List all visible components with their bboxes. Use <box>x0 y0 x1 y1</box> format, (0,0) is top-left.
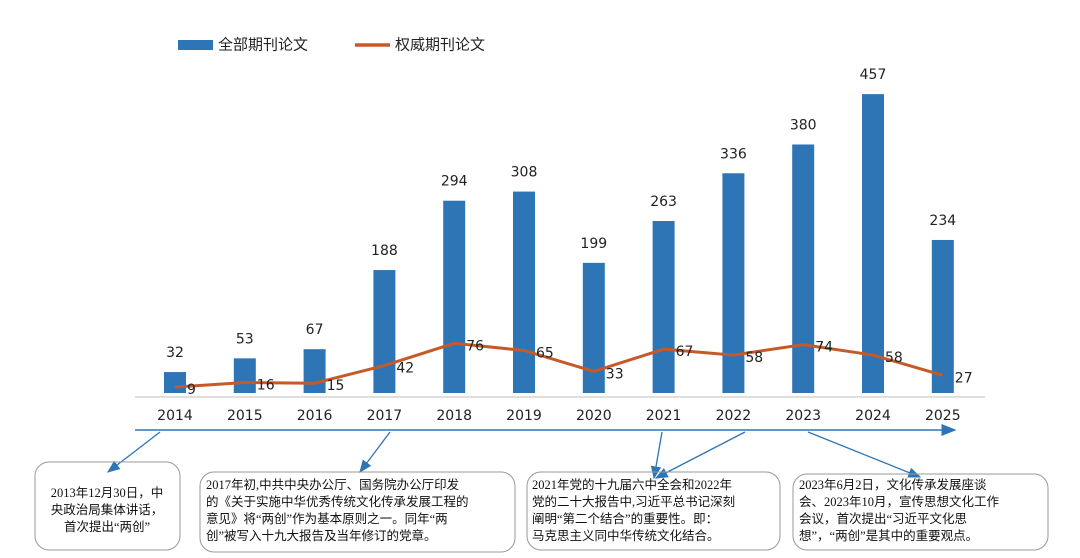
x-tick-label: 2016 <box>297 408 333 424</box>
annotation-line: 2023年6月2日，文化传承发展座谈 <box>799 477 987 492</box>
bar <box>443 200 466 393</box>
x-tick-label: 2015 <box>227 408 263 424</box>
x-tick-label: 2021 <box>646 408 682 424</box>
x-tick-label: 2024 <box>855 408 891 424</box>
bar-value-label: 380 <box>790 117 817 133</box>
callout-boxes <box>34 461 1049 553</box>
line-value-label: 9 <box>187 382 196 398</box>
bar-value-label: 234 <box>929 213 956 229</box>
line-value-label: 16 <box>257 378 275 394</box>
annotation-line: 的《关于实施中华优秀传统文化传承发展工程的 <box>206 494 469 509</box>
legend-swatch <box>178 40 213 50</box>
bar <box>513 191 535 393</box>
legend-label: 权威期刊论文 <box>395 36 485 54</box>
bar-value-label: 294 <box>441 174 468 190</box>
bar-value-label: 32 <box>166 345 184 361</box>
x-tick-label: 2023 <box>785 408 821 424</box>
annotation-line: 首次提出“两创” <box>64 519 150 534</box>
line-value-label: 15 <box>327 378 345 394</box>
x-tick-label: 2025 <box>925 408 961 424</box>
bar <box>792 144 815 393</box>
annotation-line: 阐明“第二个结合”的重要性。即： <box>532 511 718 526</box>
bar-value-label: 67 <box>306 322 324 338</box>
annotation-line: 党的二十大报告中,习近平总书记深刻 <box>532 494 735 509</box>
legend-label: 全部期刊论文 <box>218 36 308 54</box>
bar-value-label: 188 <box>371 243 398 259</box>
line-value-label: 33 <box>606 366 624 382</box>
line-value-label: 42 <box>396 361 414 377</box>
bar <box>722 173 745 393</box>
annotation-line: 央政治局集体讲话， <box>51 502 164 517</box>
bar <box>652 220 675 393</box>
line-value-label: 27 <box>955 370 973 386</box>
x-tick-label: 2014 <box>157 408 193 424</box>
annotation-line: 会、2023年10月，宣传思想文化工作 <box>799 494 1000 509</box>
annotation-line: 会议，首次提出“习近平文化思 <box>799 511 967 526</box>
line-value-label: 65 <box>536 345 554 361</box>
bar-value-label: 308 <box>511 165 538 181</box>
annotation-line: 创”被写入十九大报告及当年修订的党章。 <box>206 528 437 543</box>
line-value-label: 76 <box>466 338 484 354</box>
line <box>174 341 944 389</box>
bar-value-label: 336 <box>720 146 747 162</box>
bar <box>373 270 396 393</box>
bar-value-label: 199 <box>580 236 607 252</box>
annotation-line: 2021年党的十九届六中全会和2022年 <box>532 477 732 492</box>
x-tick-label: 2018 <box>436 408 472 424</box>
line-value-label: 58 <box>745 350 763 366</box>
bar <box>582 262 605 393</box>
annotation-line: 意见》将“两创”作为基本原则之一。同年“两 <box>206 511 448 526</box>
x-tick-label: 2019 <box>506 408 542 424</box>
bar-value-label: 457 <box>860 67 887 83</box>
bar-value-label: 263 <box>650 194 677 210</box>
bar <box>233 358 256 393</box>
line-value-label: 58 <box>885 350 903 366</box>
callout-arrows <box>106 431 922 480</box>
x-tick-label: 2022 <box>716 408 752 424</box>
annotation-line: 马克思主义同中华传统文化结合。 <box>532 528 720 543</box>
bar <box>303 349 326 393</box>
bar-value-label: 53 <box>236 331 254 347</box>
line-value-label: 67 <box>676 344 694 360</box>
annotation-line: 想”，“两创”是其中的重要观点。 <box>799 528 978 543</box>
bar <box>164 372 186 393</box>
bar <box>862 94 884 393</box>
annotation-line: 2017年初,中共中央办公厅、国务院办公厅印发 <box>206 477 460 492</box>
annotation-line: 2013年12月30日，中 <box>51 485 164 500</box>
x-tick-label: 2020 <box>576 408 612 424</box>
bar <box>931 239 954 393</box>
x-tick-label: 2017 <box>367 408 403 424</box>
line-value-label: 74 <box>815 340 833 356</box>
